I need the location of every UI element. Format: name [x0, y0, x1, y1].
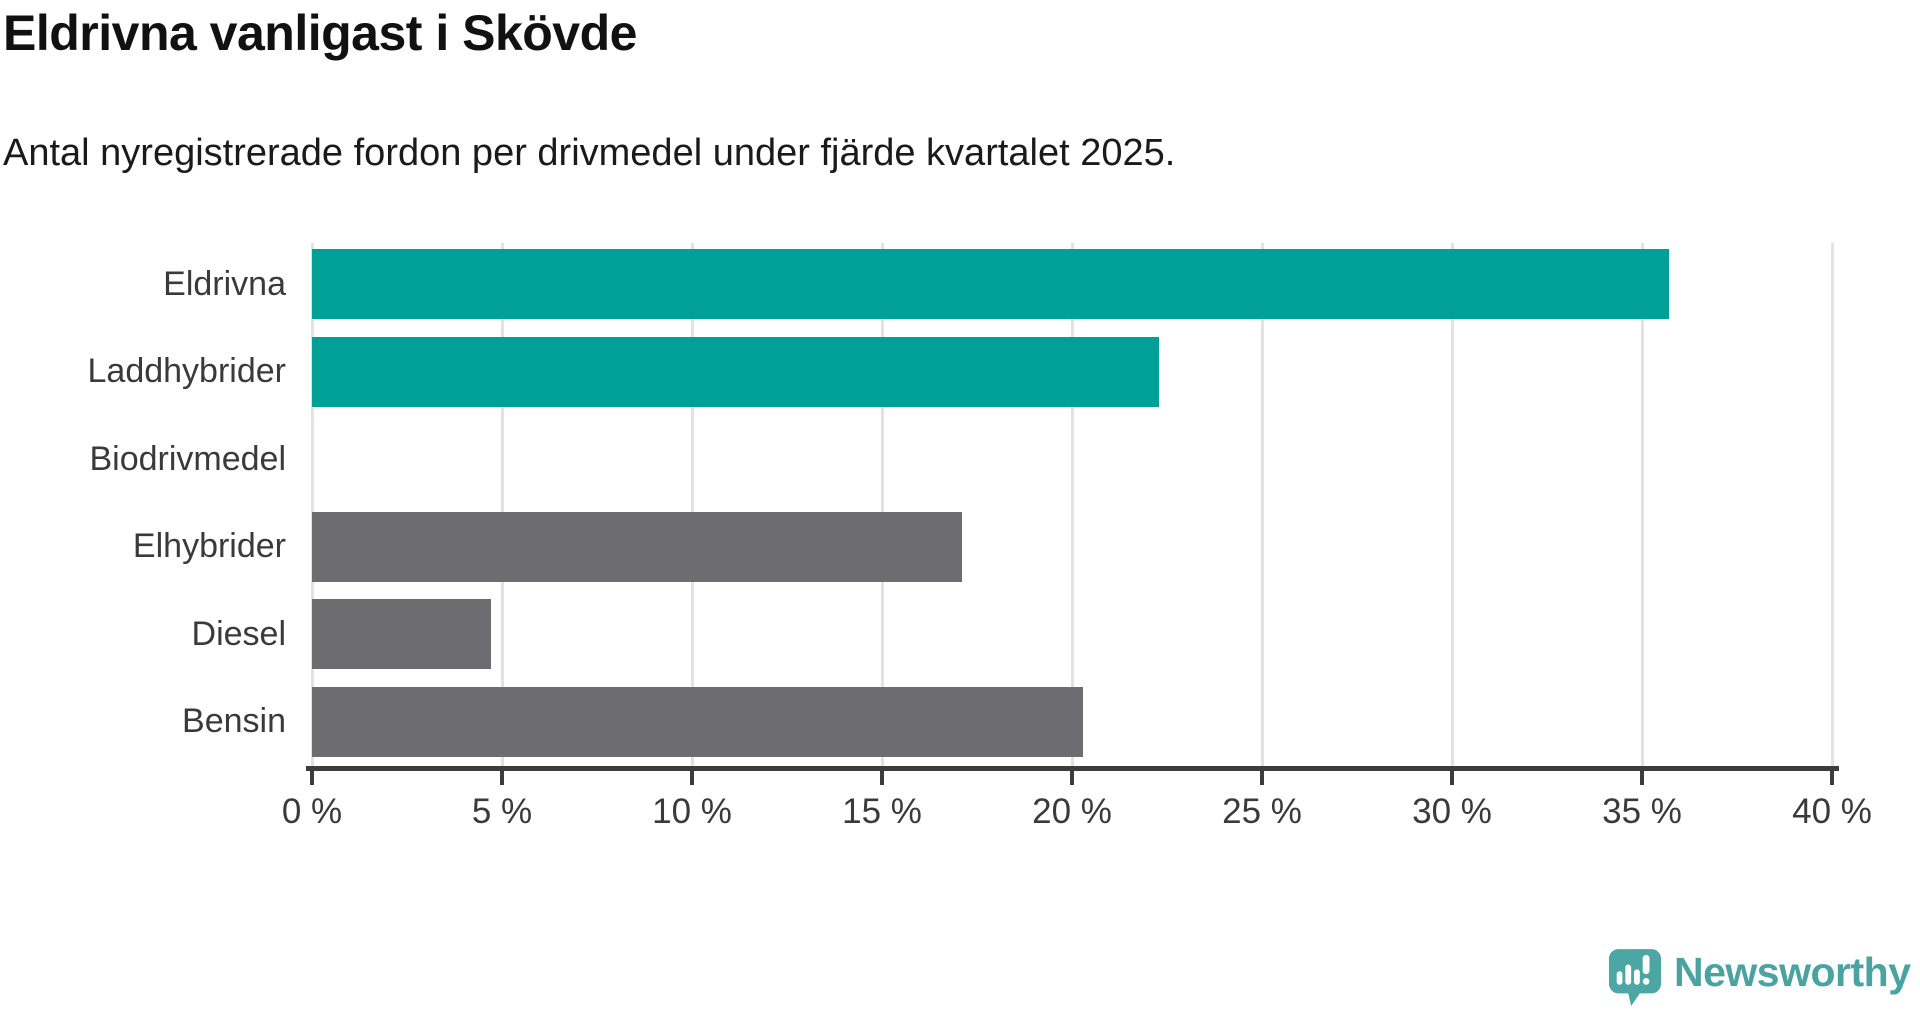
x-axis-tick — [880, 766, 884, 785]
gridline — [1070, 243, 1074, 766]
category-label-bensin: Bensin — [182, 702, 286, 740]
chart-title: Eldrivna vanligast i Skövde — [3, 5, 637, 61]
x-axis-tick — [310, 766, 314, 785]
x-axis-tick — [1070, 766, 1074, 785]
category-label-eldrivna: Eldrivna — [163, 264, 286, 303]
x-axis-tick — [1830, 766, 1834, 785]
chart-subtitle: Antal nyregistrerade fordon per drivmede… — [3, 132, 1176, 174]
category-label-diesel: Diesel — [191, 614, 286, 653]
x-axis-tick-label: 10 % — [652, 792, 732, 831]
x-axis-tick-label: 0 % — [281, 792, 343, 831]
x-axis-tick-label: 5 % — [471, 792, 533, 831]
bar-diesel — [312, 599, 491, 669]
bar-eldrivna — [312, 249, 1669, 319]
category-label-biodrivmedel: Biodrivmedel — [89, 439, 286, 478]
gridline — [500, 243, 504, 766]
x-axis-tick — [1450, 766, 1454, 785]
x-axis-tick — [690, 766, 694, 785]
gridline — [880, 243, 884, 766]
newsworthy-speech-bubble-chart-icon — [1608, 949, 1662, 1006]
x-axis-tick — [1260, 766, 1264, 785]
gridline — [1830, 243, 1834, 766]
plot-area — [310, 243, 1834, 766]
gridline — [1640, 243, 1644, 766]
gridline — [310, 243, 314, 766]
gridline — [1260, 243, 1264, 766]
x-axis-tick-label: 35 % — [1602, 792, 1682, 831]
bar-laddhybrider — [312, 336, 1160, 407]
x-axis-tick — [500, 766, 504, 785]
gridline — [1450, 243, 1454, 766]
x-axis-tick-label: 20 % — [1032, 792, 1112, 831]
x-axis-tick-label: 40 % — [1792, 792, 1872, 831]
newsworthy-logo-text: Newsworthy — [1674, 948, 1911, 995]
x-axis-tick-label: 25 % — [1222, 792, 1302, 831]
x-axis-tick-label: 30 % — [1412, 792, 1492, 831]
newsworthy-logo: Newsworthy — [1608, 948, 1911, 1008]
gridline — [690, 243, 694, 766]
x-axis-tick — [1640, 766, 1644, 785]
bar-bensin — [312, 686, 1084, 757]
bar-elhybrider — [312, 511, 962, 582]
category-label-laddhybrider: Laddhybrider — [87, 352, 286, 390]
x-axis-tick-label: 15 % — [842, 792, 922, 831]
category-label-elhybrider: Elhybrider — [132, 527, 286, 565]
